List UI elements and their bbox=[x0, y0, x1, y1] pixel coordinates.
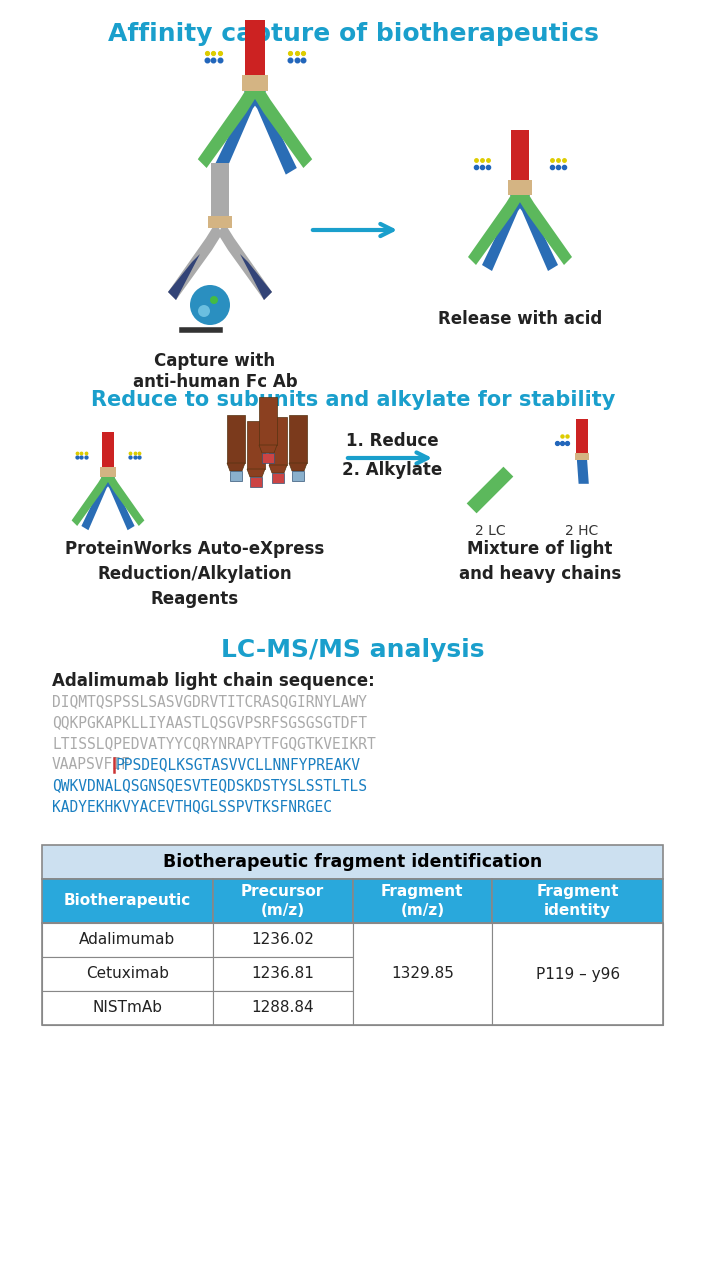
Polygon shape bbox=[289, 415, 307, 463]
Text: 1236.81: 1236.81 bbox=[251, 966, 314, 982]
Bar bbox=[42, 923, 213, 957]
Bar bbox=[213, 923, 352, 957]
Bar bbox=[102, 431, 114, 470]
Text: DIQMTQSPSSLSASVGDRVTITCRASQGIRNYLAWY: DIQMTQSPSSLSASVGDRVTITCRASQGIRNYLAWY bbox=[52, 694, 367, 709]
Polygon shape bbox=[244, 82, 297, 174]
Polygon shape bbox=[259, 397, 277, 445]
Bar bbox=[508, 180, 532, 195]
Text: Adalimumab: Adalimumab bbox=[79, 933, 176, 947]
Polygon shape bbox=[107, 471, 145, 526]
Bar bbox=[245, 19, 265, 79]
Bar bbox=[250, 477, 262, 486]
Polygon shape bbox=[168, 221, 222, 300]
Bar bbox=[262, 453, 274, 463]
Polygon shape bbox=[468, 187, 522, 265]
Polygon shape bbox=[101, 471, 135, 530]
Text: Capture with
anti-human Fc Ab: Capture with anti-human Fc Ab bbox=[133, 352, 297, 390]
Polygon shape bbox=[269, 417, 287, 465]
Text: Fragment
identity: Fragment identity bbox=[537, 884, 619, 918]
Text: 1. Reduce
2. Alkylate: 1. Reduce 2. Alkylate bbox=[342, 431, 442, 479]
Bar bbox=[42, 991, 213, 1025]
Bar bbox=[42, 845, 663, 879]
Circle shape bbox=[198, 305, 210, 317]
Bar bbox=[492, 879, 663, 923]
Text: Mixture of light
and heavy chains: Mixture of light and heavy chains bbox=[459, 540, 621, 582]
Polygon shape bbox=[269, 465, 287, 474]
Bar bbox=[492, 923, 663, 1025]
Bar bbox=[352, 923, 492, 1025]
Text: Adalimumab light chain sequence:: Adalimumab light chain sequence: bbox=[52, 672, 375, 690]
Bar bbox=[576, 420, 588, 453]
Text: 2 LC: 2 LC bbox=[474, 524, 505, 538]
Text: Release with acid: Release with acid bbox=[438, 310, 602, 328]
Polygon shape bbox=[198, 82, 257, 168]
Text: Affinity capture of biotherapeutics: Affinity capture of biotherapeutics bbox=[107, 22, 599, 46]
Polygon shape bbox=[247, 421, 265, 468]
Polygon shape bbox=[577, 460, 589, 484]
Polygon shape bbox=[240, 253, 272, 300]
Bar bbox=[208, 216, 232, 228]
Text: Fragment
(m/z): Fragment (m/z) bbox=[381, 884, 464, 918]
Bar bbox=[511, 131, 529, 186]
Polygon shape bbox=[213, 82, 266, 174]
Text: ProteinWorks Auto-eXpress
Reduction/Alkylation
Reagents: ProteinWorks Auto-eXpress Reduction/Alky… bbox=[66, 540, 325, 608]
Bar bbox=[575, 453, 589, 460]
Text: QQKPGKAPKLLIYAASTLQSGVPSRFSGSGSGTDFT: QQKPGKAPKLLIYAASTLQSGVPSRFSGSGSGTDFT bbox=[52, 716, 367, 730]
Polygon shape bbox=[71, 471, 109, 526]
Bar bbox=[100, 466, 116, 477]
Bar bbox=[292, 471, 304, 481]
Polygon shape bbox=[253, 82, 312, 168]
Text: LC-MS/MS analysis: LC-MS/MS analysis bbox=[221, 637, 485, 662]
Text: 1236.02: 1236.02 bbox=[251, 933, 314, 947]
Text: 1288.84: 1288.84 bbox=[251, 1001, 314, 1015]
Bar bbox=[352, 879, 492, 923]
Polygon shape bbox=[467, 467, 513, 513]
Polygon shape bbox=[482, 187, 530, 271]
Text: 1329.85: 1329.85 bbox=[391, 966, 454, 982]
Text: Cetuximab: Cetuximab bbox=[86, 966, 169, 982]
Text: QWKVDNALQSGNSQESVTEQDSKDSTYSLSSTLTLS: QWKVDNALQSGNSQESVTEQDSKDSTYSLSSTLTLS bbox=[52, 778, 367, 794]
Polygon shape bbox=[168, 253, 200, 300]
Bar bbox=[230, 471, 242, 481]
Polygon shape bbox=[227, 415, 245, 463]
Bar bbox=[213, 957, 352, 991]
Bar bbox=[42, 923, 663, 1025]
Circle shape bbox=[190, 285, 230, 325]
Polygon shape bbox=[510, 187, 558, 271]
Polygon shape bbox=[259, 445, 277, 453]
Text: Biotherapeutic: Biotherapeutic bbox=[64, 893, 191, 909]
Text: P119 – y96: P119 – y96 bbox=[536, 966, 620, 982]
Bar bbox=[213, 991, 352, 1025]
Text: NISTmAb: NISTmAb bbox=[92, 1001, 162, 1015]
Polygon shape bbox=[81, 471, 115, 530]
Text: VAAPSVFIF: VAAPSVFIF bbox=[52, 756, 131, 772]
Bar bbox=[241, 74, 268, 91]
Text: KADYEKHKVYACEVTHQGLSSPVTKSFNRGEC: KADYEKHKVYACEVTHQGLSSPVTKSFNRGEC bbox=[52, 799, 332, 814]
Polygon shape bbox=[227, 463, 245, 471]
Bar bbox=[272, 474, 284, 483]
Text: Reduce to subunits and alkylate for stability: Reduce to subunits and alkylate for stab… bbox=[91, 390, 615, 410]
Text: Precursor
(m/z): Precursor (m/z) bbox=[241, 884, 324, 918]
Text: Biotherapeutic fragment identification: Biotherapeutic fragment identification bbox=[163, 852, 542, 870]
Circle shape bbox=[210, 296, 218, 303]
Polygon shape bbox=[289, 463, 307, 471]
Text: LTISSLQPEDVATYYCQRYNRAPYTFGQGTKVEIKRT: LTISSLQPEDVATYYCQRYNRAPYTFGQGTKVEIKRT bbox=[52, 736, 376, 751]
Bar bbox=[213, 879, 352, 923]
Polygon shape bbox=[218, 221, 272, 300]
Polygon shape bbox=[247, 468, 265, 477]
Bar bbox=[211, 163, 229, 218]
Bar bbox=[42, 957, 213, 991]
Polygon shape bbox=[518, 187, 572, 265]
Text: 2 HC: 2 HC bbox=[566, 524, 599, 538]
Bar bbox=[42, 879, 213, 923]
Text: PPSDEQLKSGTASVVCLLNNFYPREAKV: PPSDEQLKSGTASVVCLLNNFYPREAKV bbox=[115, 756, 360, 772]
